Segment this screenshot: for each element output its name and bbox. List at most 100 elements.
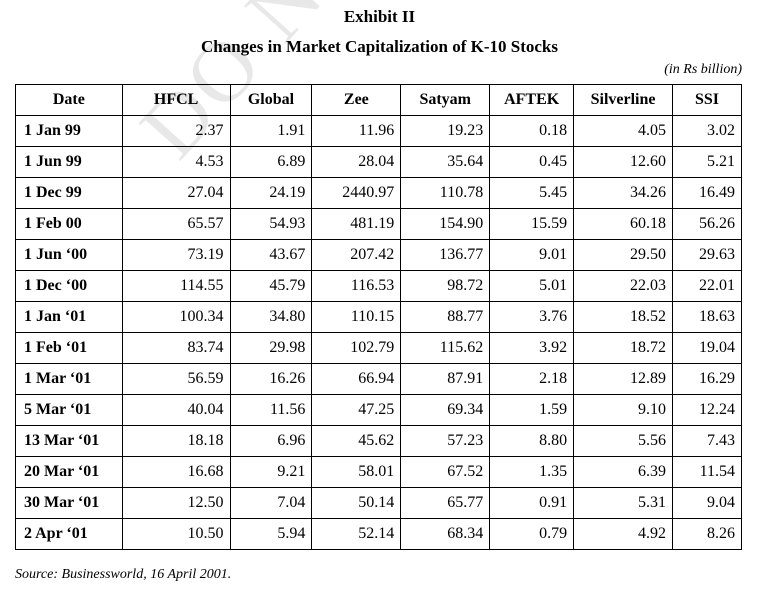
cell-hfcl: 40.04 xyxy=(121,394,231,426)
cell-date: 1 Feb 00 xyxy=(15,208,123,240)
cell-aftek: 0.45 xyxy=(489,146,575,178)
cell-aftek: 0.18 xyxy=(489,115,575,147)
cell-zee: 110.15 xyxy=(311,301,402,333)
column-header-global: Global xyxy=(229,84,313,116)
cell-satyam: 57.23 xyxy=(400,425,491,457)
cell-aftek: 9.01 xyxy=(489,239,575,271)
source-note: Source: Businessworld, 16 April 2001. xyxy=(15,567,232,582)
cell-satyam: 69.34 xyxy=(400,394,491,426)
table-row: 2 Apr ‘01 10.50 5.94 52.14 68.34 0.79 4.92 8.26 xyxy=(15,518,742,550)
table-row: 5 Mar ‘01 40.04 11.56 47.25 69.34 1.59 9.10 12.… xyxy=(15,394,742,426)
cell-hfcl: 56.59 xyxy=(121,363,231,395)
cell-global: 6.89 xyxy=(229,146,313,178)
cell-global: 45.79 xyxy=(229,270,313,302)
cell-silverline: 12.89 xyxy=(573,363,674,395)
table-row: 20 Mar ‘01 16.68 9.21 58.01 67.52 1.35 6.39 11.… xyxy=(15,456,742,488)
cell-date: 13 Mar ‘01 xyxy=(15,425,123,457)
table-row: 1 Feb 00 65.57 54.93 481.19 154.90 15.59 60.18… xyxy=(15,208,742,240)
table-row: 1 Mar ‘01 56.59 16.26 66.94 87.91 2.18 12.89 16… xyxy=(15,363,742,395)
cell-silverline: 9.10 xyxy=(573,394,674,426)
cell-date: 20 Mar ‘01 xyxy=(15,456,123,488)
cell-zee: 28.04 xyxy=(311,146,402,178)
cell-date: 1 Feb ‘01 xyxy=(15,332,123,364)
cell-silverline: 22.03 xyxy=(573,270,674,302)
cell-aftek: 0.79 xyxy=(489,518,575,550)
cell-ssi: 11.54 xyxy=(672,456,742,488)
table-row: 1 Jun 99 4.53 6.89 28.04 35.64 0.45 12.60 5.21 xyxy=(15,146,742,178)
cell-ssi: 19.04 xyxy=(672,332,742,364)
cell-date: 1 Jan 99 xyxy=(15,115,123,147)
unit-note: (in Rs billion) xyxy=(664,62,742,77)
cell-ssi: 18.63 xyxy=(672,301,742,333)
cell-zee: 102.79 xyxy=(311,332,402,364)
exhibit-label: Exhibit II xyxy=(343,7,416,26)
cell-global: 7.04 xyxy=(229,487,313,519)
cell-hfcl: 12.50 xyxy=(121,487,231,519)
cell-global: 6.96 xyxy=(229,425,313,457)
table-row: 1 Dec ‘00 114.55 45.79 116.53 98.72 5.01 22.03… xyxy=(15,270,742,302)
cell-hfcl: 4.53 xyxy=(121,146,231,178)
cell-satyam: 88.77 xyxy=(400,301,491,333)
market-cap-table: Date HFCL Global Zee Satyam AFTEK Silver… xyxy=(15,84,742,550)
cell-satyam: 19.23 xyxy=(400,115,491,147)
cell-global: 24.19 xyxy=(229,177,313,209)
cell-date: 30 Mar ‘01 xyxy=(15,487,123,519)
cell-satyam: 87.91 xyxy=(400,363,491,395)
cell-global: 11.56 xyxy=(229,394,313,426)
cell-silverline: 5.31 xyxy=(573,487,674,519)
cell-ssi: 3.02 xyxy=(672,115,742,147)
cell-aftek: 8.80 xyxy=(489,425,575,457)
cell-silverline: 60.18 xyxy=(573,208,674,240)
cell-ssi: 16.29 xyxy=(672,363,742,395)
cell-ssi: 16.49 xyxy=(672,177,742,209)
table-row: 1 Feb ‘01 83.74 29.98 102.79 115.62 3.92 18.72… xyxy=(15,332,742,364)
cell-global: 5.94 xyxy=(229,518,313,550)
cell-zee: 50.14 xyxy=(311,487,402,519)
cell-global: 16.26 xyxy=(229,363,313,395)
cell-aftek: 3.76 xyxy=(489,301,575,333)
cell-satyam: 68.34 xyxy=(400,518,491,550)
table-row: 1 Jan 99 2.37 1.91 11.96 19.23 0.18 4.05 3.02 xyxy=(15,115,742,147)
cell-date: 1 Mar ‘01 xyxy=(15,363,123,395)
cell-date: 5 Mar ‘01 xyxy=(15,394,123,426)
column-header-hfcl: HFCL xyxy=(121,84,231,116)
cell-ssi: 9.04 xyxy=(672,487,742,519)
cell-aftek: 1.59 xyxy=(489,394,575,426)
cell-silverline: 12.60 xyxy=(573,146,674,178)
cell-date: 2 Apr ‘01 xyxy=(15,518,123,550)
cell-satyam: 115.62 xyxy=(400,332,491,364)
cell-ssi: 56.26 xyxy=(672,208,742,240)
cell-global: 43.67 xyxy=(229,239,313,271)
column-header-zee: Zee xyxy=(311,84,402,116)
cell-hfcl: 18.18 xyxy=(121,425,231,457)
cell-aftek: 2.18 xyxy=(489,363,575,395)
cell-global: 54.93 xyxy=(229,208,313,240)
cell-satyam: 154.90 xyxy=(400,208,491,240)
cell-silverline: 5.56 xyxy=(573,425,674,457)
cell-aftek: 5.45 xyxy=(489,177,575,209)
table-row: 30 Mar ‘01 12.50 7.04 50.14 65.77 0.91 5.31 9.0… xyxy=(15,487,742,519)
table-row: 1 Jan ‘01 100.34 34.80 110.15 88.77 3.76 18.52… xyxy=(15,301,742,333)
cell-hfcl: 114.55 xyxy=(121,270,231,302)
cell-silverline: 18.72 xyxy=(573,332,674,364)
cell-zee: 45.62 xyxy=(311,425,402,457)
cell-satyam: 136.77 xyxy=(400,239,491,271)
cell-global: 1.91 xyxy=(229,115,313,147)
cell-hfcl: 83.74 xyxy=(121,332,231,364)
cell-ssi: 8.26 xyxy=(672,518,742,550)
cell-global: 29.98 xyxy=(229,332,313,364)
column-header-satyam: Satyam xyxy=(400,84,491,116)
cell-aftek: 5.01 xyxy=(489,270,575,302)
cell-zee: 47.25 xyxy=(311,394,402,426)
cell-date: 1 Dec ‘00 xyxy=(15,270,123,302)
cell-ssi: 22.01 xyxy=(672,270,742,302)
table-title: Changes in Market Capitalization of K-10… xyxy=(201,37,558,56)
cell-hfcl: 2.37 xyxy=(121,115,231,147)
cell-hfcl: 65.57 xyxy=(121,208,231,240)
cell-date: 1 Dec 99 xyxy=(15,177,123,209)
table-row: 1 Jun ‘00 73.19 43.67 207.42 136.77 9.01 29.50… xyxy=(15,239,742,271)
cell-aftek: 15.59 xyxy=(489,208,575,240)
table-body: 1 Jan 99 2.37 1.91 11.96 19.23 0.18 4.05 3.02 1 … xyxy=(15,115,742,550)
cell-satyam: 67.52 xyxy=(400,456,491,488)
cell-date: 1 Jan ‘01 xyxy=(15,301,123,333)
